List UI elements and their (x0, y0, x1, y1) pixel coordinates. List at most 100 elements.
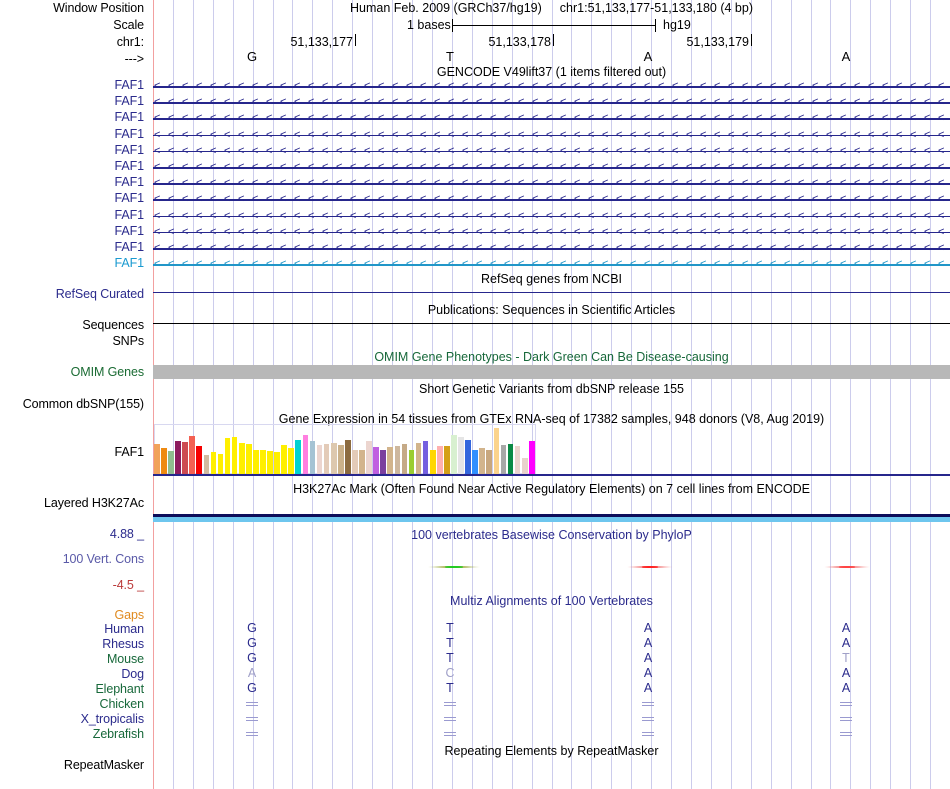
gtex-tissue-bar[interactable] (288, 448, 295, 474)
publications-track-line[interactable] (153, 323, 950, 325)
gtex-tissue-bar[interactable] (380, 450, 387, 474)
gtex-tissue-bar[interactable] (465, 440, 471, 474)
gene-row-label[interactable]: FAF1 (114, 142, 145, 157)
gtex-tissue-bar[interactable] (415, 443, 422, 474)
gene-row[interactable]: < < < < < < < < < < < < < < < < < < < < < < < < < < < < < < < < < < < < < < < <… (153, 210, 950, 223)
species-label[interactable]: Zebrafish (92, 727, 144, 741)
label-gtex-gene[interactable]: FAF1 (114, 445, 145, 459)
gtex-tissue-bar[interactable] (168, 451, 174, 474)
gtex-tissue-bar[interactable] (154, 444, 160, 474)
gtex-tissue-bar[interactable] (500, 445, 507, 474)
gene-row-label[interactable]: FAF1 (114, 175, 145, 190)
gene-row[interactable]: < < < < < < < < < < < < < < < < < < < < < < < < < < < < < < < < < < < < < < < <… (153, 177, 950, 190)
gtex-tissue-bar[interactable] (444, 446, 450, 474)
gtex-tissue-bar[interactable] (394, 446, 401, 474)
gene-row[interactable]: < < < < < < < < < < < < < < < < < < < < < < < < < < < < < < < < < < < < < < < <… (153, 161, 950, 174)
label-sequences[interactable]: Sequences (82, 318, 144, 332)
species-label[interactable]: X_tropicalis (80, 712, 145, 726)
gene-row[interactable]: < < < < < < < < < < < < < < < < < < < < < < < < < < < < < < < < < < < < < < < <… (153, 226, 950, 239)
gtex-tissue-bar[interactable] (472, 450, 478, 474)
gtex-tissue-bar[interactable] (408, 450, 415, 474)
species-label[interactable]: Chicken (99, 697, 145, 711)
species-label[interactable]: Elephant (95, 682, 144, 696)
gene-row[interactable]: < < < < < < < < < < < < < < < < < < < < < < < < < < < < < < < < < < < < < < < <… (153, 193, 950, 206)
gtex-tissue-bar[interactable] (458, 437, 464, 474)
label-layered-h3k27ac[interactable]: Layered H3K27Ac (44, 496, 144, 510)
gene-row[interactable]: < < < < < < < < < < < < < < < < < < < < < < < < < < < < < < < < < < < < < < < <… (153, 242, 950, 255)
gtex-tissue-bar[interactable] (514, 446, 521, 474)
gene-row[interactable]: < < < < < < < < < < < < < < < < < < < < < < < < < < < < < < < < < < < < < < < <… (153, 145, 950, 158)
gtex-tissue-bar[interactable] (309, 441, 316, 474)
gene-row-label[interactable]: FAF1 (114, 78, 145, 92)
species-label[interactable]: Rhesus (102, 637, 144, 651)
gtex-tissue-bar[interactable] (387, 447, 394, 474)
gtex-tissue-bar[interactable] (224, 438, 231, 474)
species-label[interactable]: Mouse (106, 652, 144, 666)
gene-row[interactable]: < < < < < < < < < < < < < < < < < < < < < < < < < < < < < < < < < < < < < < < <… (153, 96, 950, 109)
gtex-tissue-bar[interactable] (196, 446, 203, 474)
label-gaps[interactable]: Gaps (114, 608, 145, 622)
gtex-tissue-bar[interactable] (238, 443, 245, 474)
gene-row-label[interactable]: FAF1 (114, 223, 145, 238)
gtex-expression-barchart[interactable] (154, 424, 536, 474)
label-cons-name[interactable]: 100 Vert. Cons (62, 552, 144, 566)
gtex-tissue-bar[interactable] (345, 440, 351, 474)
gtex-tissue-bar[interactable] (486, 450, 493, 474)
gene-row[interactable]: < < < < < < < < < < < < < < < < < < < < < < < < < < < < < < < < < < < < < < < <… (153, 129, 950, 142)
gtex-tissue-bar[interactable] (316, 445, 323, 474)
label-repeatmasker[interactable]: RepeatMasker (63, 758, 144, 772)
gtex-tissue-bar[interactable] (274, 452, 280, 474)
species-label[interactable]: Dog (121, 667, 144, 681)
gtex-tissue-bar[interactable] (161, 448, 167, 474)
gtex-tissue-bar[interactable] (359, 450, 365, 474)
gtex-tissue-bar[interactable] (493, 428, 500, 474)
gtex-tissue-bar[interactable] (253, 450, 259, 474)
gtex-tissue-bar[interactable] (267, 451, 273, 474)
gene-row-label[interactable]: FAF1 (114, 191, 145, 206)
gtex-tissue-bar[interactable] (189, 436, 196, 474)
gtex-tissue-bar[interactable] (231, 437, 238, 474)
gtex-tissue-bar[interactable] (429, 450, 436, 474)
gtex-tissue-bar[interactable] (175, 441, 181, 474)
gtex-tissue-bar[interactable] (436, 446, 443, 474)
gtex-tissue-bar[interactable] (330, 443, 337, 474)
label-refseq-curated[interactable]: RefSeq Curated (55, 287, 144, 301)
gene-row[interactable]: < < < < < < < < < < < < < < < < < < < < < < < < < < < < < < < < < < < < < < < <… (153, 112, 950, 125)
refseq-track-line[interactable] (153, 292, 950, 294)
browser-data-panel[interactable] (153, 0, 950, 789)
gene-row-label[interactable]: FAF1 (114, 126, 145, 141)
gtex-tissue-bar[interactable] (295, 440, 302, 474)
gtex-tissue-bar[interactable] (323, 444, 330, 474)
gene-row-label[interactable]: FAF1 (114, 94, 145, 109)
gene-row-label[interactable]: FAF1 (114, 159, 145, 173)
gtex-tissue-bar[interactable] (182, 442, 188, 474)
gtex-tissue-bar[interactable] (337, 445, 344, 474)
gtex-tissue-bar[interactable] (451, 435, 457, 474)
gtex-tissue-bar[interactable] (302, 435, 309, 474)
gtex-tissue-bar[interactable] (210, 452, 217, 474)
omim-genes-bar[interactable] (153, 365, 950, 379)
gene-row-label[interactable]: FAF1 (114, 240, 145, 254)
label-snps[interactable]: SNPs (112, 334, 144, 348)
label-omim-genes[interactable]: OMIM Genes (70, 365, 144, 379)
h3k27ac-blue-bar[interactable] (153, 517, 950, 522)
gtex-tissue-bar[interactable] (479, 448, 486, 474)
species-label[interactable]: Human (104, 622, 144, 636)
label-common-dbsnp[interactable]: Common dbSNP(155) (22, 397, 144, 411)
gene-row[interactable]: < < < < < < < < < < < < < < < < < < < < < < < < < < < < < < < < < < < < < < < <… (153, 258, 950, 271)
gtex-tissue-bar[interactable] (422, 441, 429, 474)
gtex-tissue-bar[interactable] (521, 458, 528, 474)
gtex-tissue-bar[interactable] (281, 445, 287, 474)
gtex-tissue-bar[interactable] (507, 444, 514, 474)
gtex-tissue-bar[interactable] (366, 441, 372, 474)
gtex-tissue-bar[interactable] (245, 444, 252, 474)
gtex-tissue-bar[interactable] (401, 444, 408, 474)
gtex-tissue-bar[interactable] (373, 447, 379, 474)
gtex-tissue-bar[interactable] (260, 450, 266, 474)
gene-row-label[interactable]: FAF1 (114, 110, 145, 125)
gtex-tissue-bar[interactable] (203, 455, 210, 474)
gene-row-label[interactable]: FAF1 (114, 207, 145, 222)
gene-row-label[interactable]: FAF1 (114, 256, 145, 271)
gtex-tissue-bar[interactable] (352, 450, 358, 474)
gene-row[interactable]: < < < < < < < < < < < < < < < < < < < < < < < < < < < < < < < < < < < < < < < <… (153, 80, 950, 93)
